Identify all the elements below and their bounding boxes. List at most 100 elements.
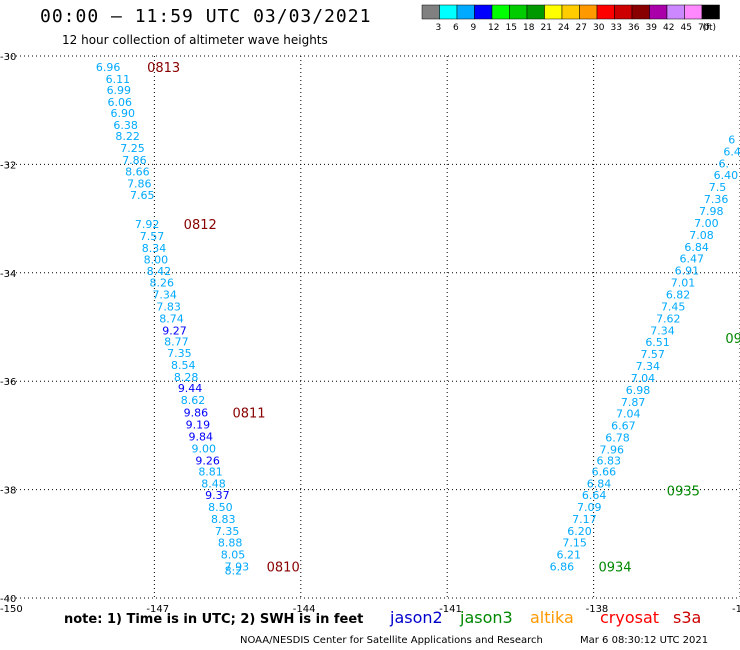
data-point-label: 7.08 [689,229,714,242]
scale-swatch [614,4,633,20]
data-point-label: 9.00 [191,442,216,455]
scale-label: 6 [453,23,459,33]
data-point-label: 7.87 [621,396,646,409]
data-point-label: 7.09 [577,501,602,514]
data-point-label: 8.26 [150,277,175,290]
scale-label: 70 [698,23,710,33]
data-point-label: 9.44 [178,382,203,395]
scale-label: 12 [488,23,499,33]
y-tick-label: -38 [0,486,16,497]
scale-label: 42 [663,23,674,33]
scale-swatch [509,4,528,20]
data-point-label: 9.37 [205,489,230,502]
data-point-label: 9.86 [184,407,209,420]
data-point-label: 6.47 [679,253,704,266]
y-tick-label: -32 [0,160,16,171]
scale-swatch [649,4,668,20]
note-text: note: 1) Time is in UTC; 2) SWH is in fe… [64,612,364,627]
scale-label: 45 [681,23,692,33]
footer-credit: NOAA/NESDIS Center for Satellite Applica… [240,635,543,646]
data-point-label: 6.51 [645,336,670,349]
data-point-label: 8.77 [164,336,189,349]
scale-swatch [561,4,580,20]
scale-swatch [421,4,440,20]
data-point-label: 6.11 [106,73,131,86]
data-point-label: 7.04 [631,372,656,385]
time-label: 0810 [267,561,300,576]
scale-label: 3 [436,23,442,33]
data-point-label: 6.98 [626,384,651,397]
data-point-label: 8.66 [125,165,149,178]
data-point-label: 7.15 [562,537,587,550]
data-point-label: 7.93 [225,561,250,574]
data-point-label: 6 [728,133,735,146]
legend-s3a: s3a [673,608,702,627]
scale-label: 9 [471,23,477,33]
data-point-label: 7.62 [656,312,681,325]
data-point-label: 8.88 [218,537,243,550]
data-point-label: 7.92 [135,218,160,231]
data-point-label: 7.57 [640,348,665,361]
data-point-label: 9.84 [189,430,214,443]
data-point-label: 6.21 [557,549,582,562]
scale-label: 39 [646,23,658,33]
data-point-label: 7.34 [650,324,675,337]
y-tick-label: -36 [0,377,16,388]
x-tick-label: -13 [732,604,740,615]
time-label: 0936 [725,332,740,347]
legend-jason3: jason3 [460,608,513,627]
data-point-label: 7.35 [167,347,192,360]
data-point-label: 6.64 [582,489,607,502]
x-tick-label: -138 [586,604,609,615]
scale-label: 24 [558,23,570,33]
scale-swatch [666,4,685,20]
scale-swatch [596,4,615,20]
data-point-label: 7.45 [661,300,686,313]
x-tick-label: -141 [439,604,462,615]
x-tick-label: -144 [293,604,316,615]
x-tick-label: -150 [0,604,23,615]
data-point-label: 9.26 [195,454,220,467]
time-label: 0935 [667,485,700,500]
data-point-label: 7.96 [599,443,624,456]
scale-unit: (ft) [703,23,717,33]
time-label: 0812 [184,218,217,233]
data-point-label: 7.65 [130,189,155,202]
scale-swatch [491,4,510,20]
data-point-label: 6.99 [107,84,131,97]
data-point-label: 7.5 [709,181,727,194]
legend-jason2: jason2 [390,608,443,627]
data-point-label: 8.2 [225,564,243,577]
data-point-label: 8.83 [211,513,236,526]
scale-label: 15 [506,23,517,33]
time-label: 0813 [147,61,180,76]
data-point-label: 7.86 [127,177,151,190]
data-point-label: 7.01 [671,277,696,290]
data-point-label: 6.91 [675,265,700,278]
scale-label: 30 [593,23,605,33]
data-point-label: 6.06 [108,96,133,109]
scale-label: 33 [611,23,622,33]
data-point-label: 9.27 [162,324,187,337]
scale-label: 36 [628,23,640,33]
data-point-label: 7.34 [152,288,177,301]
scale-label: 27 [576,23,587,33]
data-point-label: 7.04 [616,408,641,421]
data-point-label: 8.28 [174,371,199,384]
data-point-label: 8.81 [198,466,223,479]
data-point-label: 8.54 [171,359,196,372]
data-point-label: 7.17 [572,513,597,526]
scale-label: 21 [541,23,552,33]
data-point-label: 8.62 [181,394,206,407]
scale-swatch [526,4,545,20]
footer-timestamp: Mar 6 08:30:12 UTC 2021 [580,635,709,646]
data-point-label: 6.67 [611,420,636,433]
scale-swatch [456,4,475,20]
data-point-label: 6.78 [605,432,630,445]
data-point-label: 6. [719,157,730,170]
x-tick-label: -147 [146,604,169,615]
scale-swatch [474,4,493,20]
data-point-label: 7.35 [215,525,240,538]
data-point-label: 8.00 [144,253,169,266]
